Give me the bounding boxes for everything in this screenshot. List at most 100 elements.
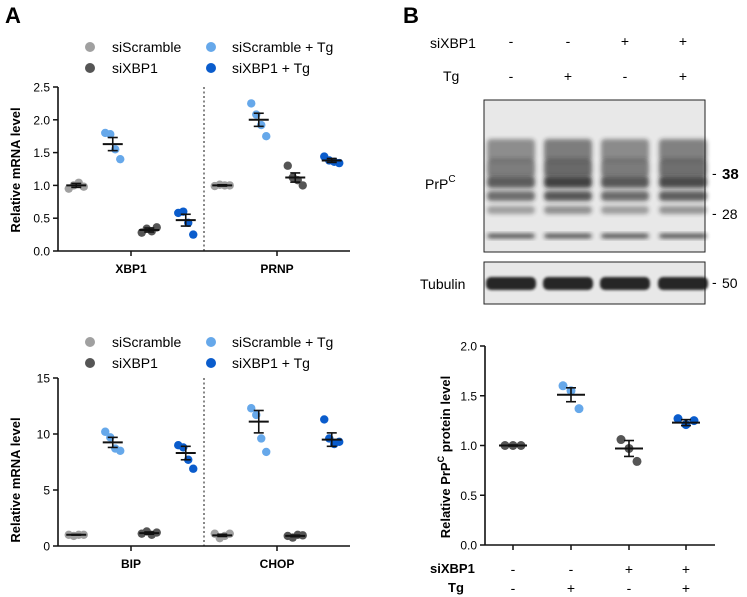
marker-38-dash: - bbox=[712, 165, 717, 181]
blot-lane-3-tg-sign: - bbox=[623, 68, 628, 84]
marker-28-dash: - bbox=[712, 205, 717, 221]
legend-label-siscramble: siScramble bbox=[112, 334, 181, 350]
legend-marker-siscramble bbox=[85, 337, 95, 347]
prp-band-lane-1 bbox=[487, 139, 535, 161]
blot-lane-2-sixbp1-sign: - bbox=[566, 33, 571, 49]
blot-header-sixbp1: siXBP1 bbox=[430, 35, 476, 51]
legend-marker-siscramble-tg bbox=[206, 337, 216, 347]
marker-28-label: 28 bbox=[722, 206, 738, 222]
data-point-xbp1-siscramble-tg bbox=[106, 130, 115, 139]
legend-marker-sixbp1-tg bbox=[206, 63, 216, 73]
prp-band-lane-2 bbox=[544, 176, 592, 188]
prp-band-lane-2 bbox=[544, 233, 592, 239]
legend-a-bottom: siScramble siXBP1 siScramble + Tg siXBP1… bbox=[85, 334, 333, 371]
tubulin-band-lane-4 bbox=[658, 277, 708, 290]
prp-band-lane-1 bbox=[487, 206, 535, 214]
y-tick-label: 0.0 bbox=[460, 539, 477, 553]
data-point-condition-2 bbox=[558, 381, 568, 391]
y-tick-label: 1.5 bbox=[460, 389, 477, 403]
legend-marker-siscramble-tg bbox=[206, 42, 216, 52]
blot-lane-4-tg-sign: + bbox=[679, 68, 687, 84]
y-tick-label: 0.5 bbox=[460, 489, 477, 503]
chart-a-bottom: siScramble siXBP1 siScramble + Tg siXBP1… bbox=[8, 334, 350, 571]
y-tick-label: 0 bbox=[43, 540, 50, 554]
tubulin-band-lane-2 bbox=[543, 277, 593, 290]
prp-band-lane-3 bbox=[601, 159, 649, 177]
condition-1-sixbp1-sign: - bbox=[511, 561, 516, 577]
marker-50-dash: - bbox=[712, 274, 717, 290]
data-point-prnp-siscramble-tg bbox=[262, 132, 271, 141]
prp-band-lane-3 bbox=[601, 191, 649, 201]
condition-4-sixbp1-sign: + bbox=[682, 561, 690, 577]
blot-header-tg: Tg bbox=[443, 68, 459, 84]
prp-band-lane-3 bbox=[601, 233, 649, 239]
prp-band-lane-4 bbox=[659, 139, 707, 161]
tubulin-label: Tubulin bbox=[420, 276, 465, 292]
x-tick-label-prnp: PRNP bbox=[260, 262, 293, 276]
prp-band-lane-3 bbox=[601, 139, 649, 161]
legend-label-siscramble-tg: siScramble + Tg bbox=[232, 334, 333, 350]
x-tick-label-bip: BIP bbox=[121, 557, 141, 571]
condition-3-sixbp1-sign: + bbox=[625, 561, 633, 577]
data-point-condition-3 bbox=[632, 456, 642, 466]
data-point-chop-siscramble-tg bbox=[262, 447, 271, 457]
data-point-chop-sixbp1-tg bbox=[320, 415, 329, 424]
y-tick-label: 2.5 bbox=[33, 81, 50, 95]
legend-marker-sixbp1 bbox=[85, 63, 95, 73]
prp-band-lane-4 bbox=[659, 159, 707, 177]
y-tick-label: 1.5 bbox=[33, 146, 50, 160]
chart-a-top: siScramble siXBP1 siScramble + Tg siXBP1… bbox=[8, 39, 350, 276]
legend-label-sixbp1-tg: siXBP1 + Tg bbox=[232, 355, 310, 371]
marker-50-label: 50 bbox=[722, 275, 738, 291]
condition-4-tg-sign: + bbox=[682, 580, 690, 596]
data-point-chop-siscramble-tg bbox=[257, 434, 266, 443]
y-tick-label: 1.0 bbox=[33, 179, 50, 193]
y-tick-label: 10 bbox=[37, 428, 51, 442]
prp-band-lane-1 bbox=[487, 233, 535, 239]
x-tick-label-chop: CHOP bbox=[260, 557, 295, 571]
legend-marker-sixbp1-tg bbox=[206, 358, 216, 368]
legend-marker-sixbp1 bbox=[85, 358, 95, 368]
data-point-xbp1-siscramble-tg bbox=[116, 154, 125, 164]
blot-lane-1-tg-sign: - bbox=[509, 68, 514, 84]
prp-band-lane-2 bbox=[544, 139, 592, 161]
data-point-condition-4 bbox=[689, 416, 699, 426]
data-point-bip-siscramble-tg bbox=[116, 446, 125, 455]
prp-label: PrPC bbox=[425, 174, 456, 192]
data-point-chop-siscramble-tg bbox=[247, 404, 256, 413]
prp-band-lane-3 bbox=[601, 206, 649, 214]
blot-lane-3-sixbp1-sign: + bbox=[621, 33, 629, 49]
panel-letter-b: B bbox=[403, 3, 419, 28]
prp-band-lane-2 bbox=[544, 191, 592, 201]
y-axis-label-a-bottom: Relative mRNA level bbox=[8, 417, 23, 542]
panel-letter-a: A bbox=[5, 3, 21, 28]
row-label-sixbp1: siXBP1 bbox=[430, 561, 475, 576]
tubulin-band-lane-1 bbox=[486, 277, 536, 290]
condition-2-tg-sign: + bbox=[567, 580, 575, 596]
western-blot: siXBP1 Tg PrPC Tubulin - 38 - 28 - 50 - -… bbox=[420, 33, 739, 305]
blot-lane-4-sixbp1-sign: + bbox=[679, 33, 687, 49]
y-axis-label-b: Relative PrPC protein level bbox=[436, 376, 453, 539]
y-tick-label: 1.0 bbox=[460, 439, 477, 453]
legend-label-sixbp1: siXBP1 bbox=[112, 355, 158, 371]
legend-label-sixbp1-tg: siXBP1 + Tg bbox=[232, 60, 310, 76]
y-tick-label: 0.0 bbox=[33, 245, 50, 259]
prp-band-lane-4 bbox=[659, 176, 707, 188]
marker-38-label: 38 bbox=[722, 166, 739, 183]
row-label-tg: Tg bbox=[448, 580, 464, 595]
y-tick-label: 2.0 bbox=[33, 113, 50, 127]
prp-band-lane-1 bbox=[487, 191, 535, 201]
data-point-bip-siscramble-tg bbox=[101, 427, 110, 436]
condition-2-sixbp1-sign: - bbox=[569, 561, 574, 577]
prp-band-lane-4 bbox=[659, 206, 707, 214]
data-point-xbp1-sixbp1-tg bbox=[189, 230, 198, 239]
data-point-condition-3 bbox=[616, 435, 626, 445]
y-tick-label: 15 bbox=[37, 372, 51, 386]
prp-band-lane-2 bbox=[544, 206, 592, 214]
prp-band-lane-1 bbox=[487, 159, 535, 177]
data-point-prnp-sixbp1 bbox=[298, 181, 307, 190]
y-tick-label: 5 bbox=[43, 484, 50, 498]
legend-a-top: siScramble siXBP1 siScramble + Tg siXBP1… bbox=[85, 39, 333, 76]
